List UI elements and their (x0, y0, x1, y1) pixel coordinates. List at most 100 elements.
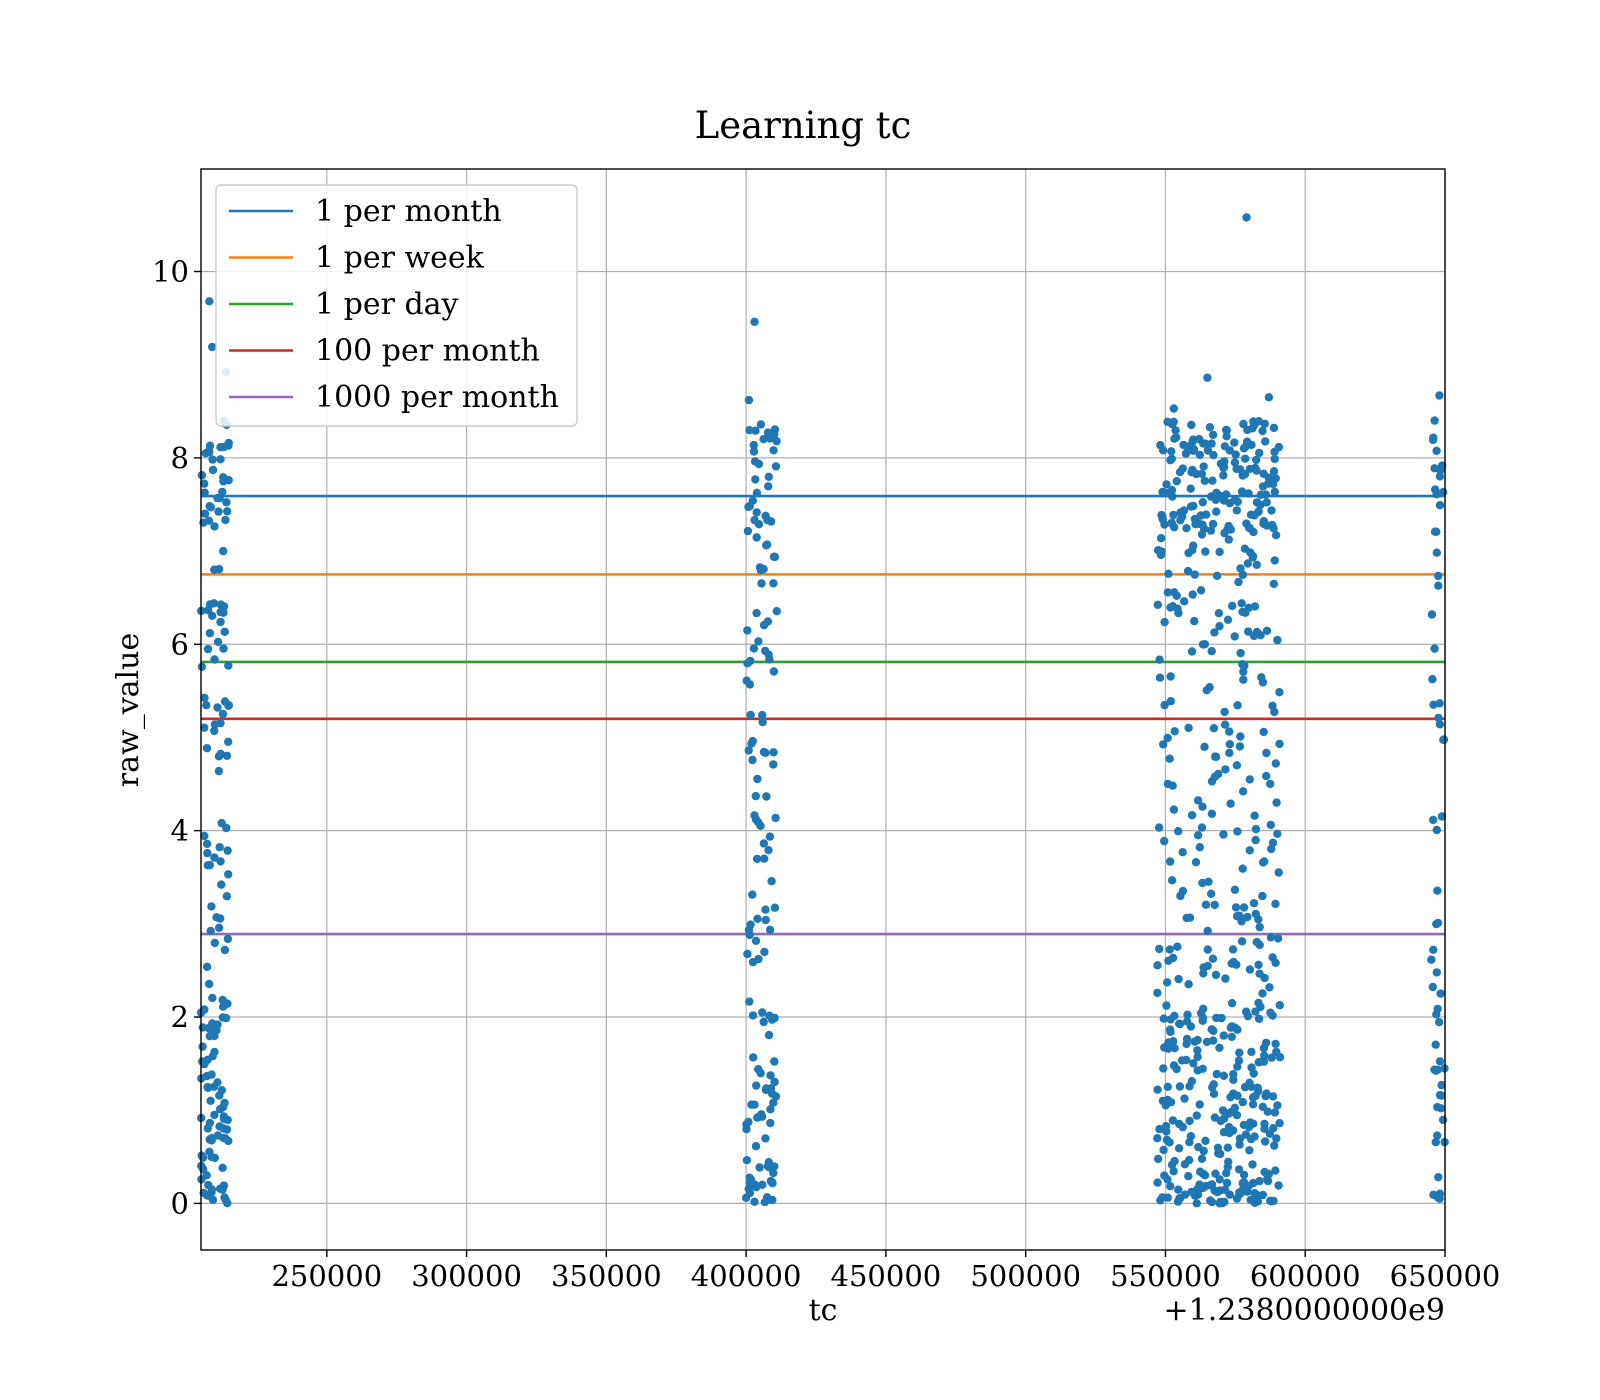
data-point (1170, 727, 1179, 736)
data-point (1200, 476, 1209, 485)
data-point (208, 455, 217, 464)
data-point (1251, 835, 1260, 845)
data-point (221, 1013, 231, 1023)
data-point (752, 508, 761, 517)
data-point (1243, 912, 1252, 922)
data-point (218, 487, 227, 497)
data-point (210, 565, 219, 574)
data-point (1437, 812, 1447, 821)
data-point (1268, 1092, 1278, 1101)
data-point (744, 1117, 753, 1127)
data-point (1218, 1198, 1227, 1208)
data-point (1435, 391, 1444, 400)
data-point (1245, 464, 1255, 474)
data-point (1255, 1176, 1264, 1186)
data-point (1175, 1082, 1185, 1091)
data-point (1267, 1053, 1276, 1062)
data-point (742, 1156, 752, 1165)
data-point (1269, 423, 1279, 433)
data-point (1253, 1083, 1262, 1093)
data-point (1254, 960, 1263, 969)
data-point (1160, 1171, 1169, 1180)
data-point (1183, 1010, 1192, 1019)
data-point (1175, 468, 1185, 477)
data-point (1433, 1131, 1442, 1140)
data-point (1198, 640, 1208, 649)
data-point (746, 710, 755, 720)
data-point (214, 766, 224, 776)
data-point (1237, 937, 1247, 946)
data-point (218, 1163, 227, 1173)
data-point (1184, 723, 1193, 733)
data-point (1435, 472, 1445, 481)
data-point (1164, 569, 1173, 578)
data-point (1434, 581, 1443, 590)
data-point (1206, 526, 1216, 535)
data-point (1427, 610, 1437, 619)
data-point (770, 903, 780, 912)
data-point (210, 1153, 219, 1163)
data-point (1262, 521, 1272, 530)
data-point (744, 395, 754, 405)
data-point (1238, 1097, 1248, 1107)
data-point (765, 832, 775, 841)
data-point (761, 646, 770, 656)
data-point (754, 637, 763, 646)
data-point (222, 498, 231, 507)
data-point (1196, 1008, 1206, 1018)
data-point (1197, 1154, 1207, 1164)
data-point (753, 774, 762, 784)
data-point (1274, 868, 1283, 877)
data-point (1209, 724, 1219, 733)
data-point (1172, 1064, 1181, 1074)
data-point (761, 1085, 771, 1095)
data-point (1175, 1194, 1184, 1203)
data-point (1235, 742, 1245, 751)
data-point (1273, 934, 1283, 943)
data-point (1235, 1048, 1244, 1057)
data-point (1433, 1004, 1442, 1014)
data-point (1191, 858, 1201, 867)
data-point (1256, 631, 1265, 640)
data-point (220, 627, 229, 636)
data-point (1203, 446, 1213, 455)
data-point (1272, 798, 1281, 807)
data-point (1232, 761, 1242, 770)
data-point (753, 914, 762, 923)
data-point (1429, 945, 1438, 954)
data-point (197, 471, 207, 480)
data-point (1189, 446, 1198, 455)
axis-ticks: 250000 300000 350000 400000 450000 500000 5500… (152, 255, 1500, 1293)
data-point (200, 693, 209, 703)
data-point (1223, 1162, 1233, 1172)
data-point (1165, 1025, 1175, 1034)
data-point (1271, 1166, 1280, 1175)
data-point (769, 667, 779, 676)
data-point (749, 447, 759, 456)
data-point (1231, 903, 1241, 912)
data-point (1272, 1134, 1281, 1143)
data-point (1240, 661, 1249, 670)
legend-entry: 1000 per month (315, 380, 559, 415)
data-point (1211, 970, 1221, 980)
data-point (1260, 1124, 1269, 1133)
data-point (200, 509, 210, 518)
data-point (764, 1030, 774, 1040)
data-point (1241, 454, 1250, 463)
data-point (1215, 622, 1224, 631)
data-point (1195, 1100, 1204, 1109)
data-point (1261, 490, 1271, 499)
data-point (1205, 423, 1215, 432)
data-point (764, 1158, 773, 1167)
data-point (751, 475, 760, 484)
data-point (1432, 825, 1442, 835)
data-point (1153, 1134, 1162, 1143)
data-point (1231, 450, 1240, 459)
data-point (761, 1134, 770, 1143)
data-point (1159, 1014, 1169, 1023)
data-point (1214, 1149, 1223, 1158)
data-point (1249, 527, 1258, 537)
data-point (1160, 700, 1169, 710)
data-point (205, 860, 214, 870)
data-point (203, 606, 213, 615)
